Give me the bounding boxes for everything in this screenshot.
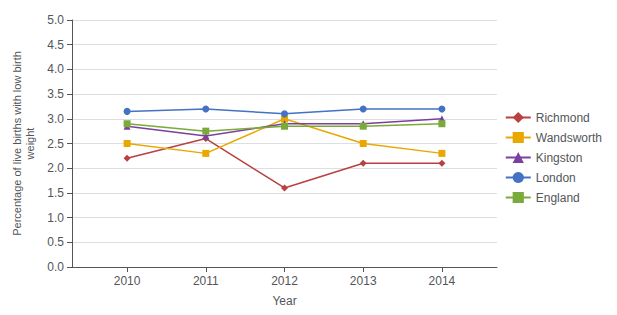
- svg-text:2013: 2013: [350, 274, 377, 288]
- svg-text:3.5: 3.5: [47, 87, 64, 101]
- svg-text:2010: 2010: [114, 274, 141, 288]
- svg-text:5.0: 5.0: [47, 13, 64, 27]
- svg-text:2.0: 2.0: [47, 161, 64, 175]
- svg-text:1.5: 1.5: [47, 186, 64, 200]
- svg-text:3.0: 3.0: [47, 112, 64, 126]
- svg-text:England: England: [536, 191, 580, 205]
- svg-text:4.0: 4.0: [47, 62, 64, 76]
- svg-text:2.5: 2.5: [47, 137, 64, 151]
- svg-text:Wandsworth: Wandsworth: [536, 131, 602, 145]
- svg-text:Kingston: Kingston: [536, 151, 583, 165]
- svg-text:Richmond: Richmond: [536, 111, 590, 125]
- svg-text:Percentage of live births with: Percentage of live births with low birth: [11, 51, 23, 236]
- svg-text:1.0: 1.0: [47, 211, 64, 225]
- svg-text:2014: 2014: [429, 274, 456, 288]
- svg-text:weight: weight: [24, 128, 36, 161]
- svg-text:0.5: 0.5: [47, 235, 64, 249]
- svg-text:London: London: [536, 171, 576, 185]
- svg-text:2011: 2011: [193, 274, 219, 288]
- svg-text:0.0: 0.0: [47, 260, 64, 274]
- svg-text:4.5: 4.5: [47, 38, 64, 52]
- svg-text:Year: Year: [272, 294, 296, 308]
- svg-text:2012: 2012: [271, 274, 298, 288]
